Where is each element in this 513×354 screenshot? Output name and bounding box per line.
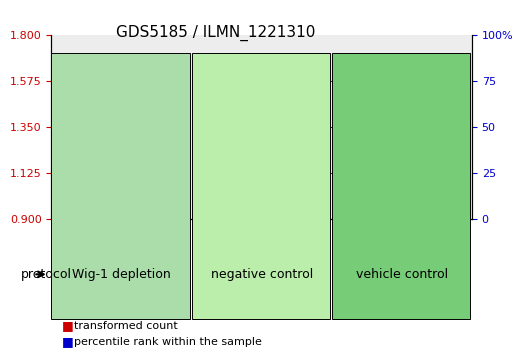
Bar [234, 123, 254, 219]
Text: transformed count: transformed count [74, 321, 178, 331]
Bar [156, 35, 191, 219]
Bar [367, 35, 402, 219]
Bar [305, 142, 324, 219]
Bar [94, 123, 113, 219]
Bar [262, 35, 297, 219]
Bar [402, 35, 437, 219]
Bar [200, 138, 219, 219]
Text: ■: ■ [62, 319, 73, 332]
Text: negative control: negative control [210, 268, 313, 281]
Text: Wig-1 depletion: Wig-1 depletion [72, 268, 171, 281]
Bar [437, 35, 472, 219]
Text: vehicle control: vehicle control [356, 268, 448, 281]
Bar [297, 35, 332, 219]
Bar [122, 35, 156, 219]
Bar [191, 35, 227, 219]
Bar [164, 123, 184, 219]
Bar [129, 142, 149, 219]
Text: protocol: protocol [21, 268, 71, 281]
Text: GDS5185 / ILMN_1221310: GDS5185 / ILMN_1221310 [116, 25, 315, 41]
Bar [59, 172, 78, 219]
Bar [51, 35, 86, 219]
Bar [445, 183, 464, 219]
Text: ■: ■ [62, 335, 73, 348]
Bar [332, 35, 367, 219]
Bar [227, 35, 262, 219]
Bar [340, 123, 359, 219]
Bar [374, 187, 394, 219]
Bar [269, 82, 289, 219]
Bar [410, 123, 429, 219]
Text: percentile rank within the sample: percentile rank within the sample [74, 337, 262, 347]
Bar [86, 35, 122, 219]
